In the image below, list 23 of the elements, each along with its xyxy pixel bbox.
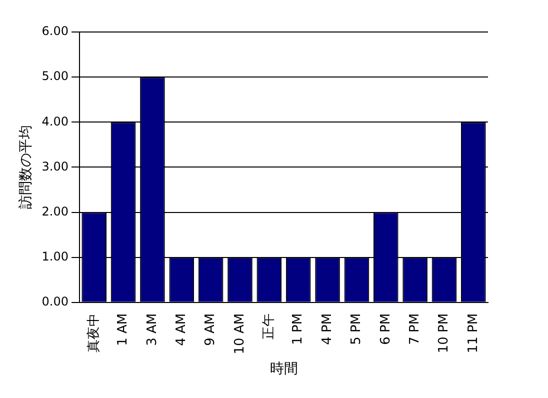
y-tick-label: 1.00 [42, 249, 69, 264]
x-tick-label: 10 PM [436, 313, 452, 354]
y-tick-label: 4.00 [42, 114, 69, 128]
x-tick-label: 1 PM [290, 313, 306, 345]
x-axis-title: 時間 [270, 361, 298, 378]
y-tick-label: 6.00 [42, 24, 69, 38]
x-tick-label: 4 PM [320, 313, 335, 345]
y-tick-label: 0.00 [42, 294, 69, 309]
x-tick-label: 6 PM [378, 313, 394, 345]
x-tick-label: 3 AM [144, 313, 160, 346]
y-tick-label: 2.00 [42, 204, 69, 218]
y-tick-label: 3.00 [42, 159, 69, 174]
x-tick-label: 正午 [262, 313, 277, 340]
y-tick-label: 5.00 [42, 69, 69, 84]
x-tick-label: 1 AM [116, 313, 131, 346]
x-tick-label: 11 PM [466, 313, 481, 354]
x-tick-label: 4 AM [174, 313, 190, 346]
x-tick-label: 10 AM [232, 313, 248, 354]
x-tick-label: 5 PM [349, 313, 364, 345]
x-tick-label: 7 PM [407, 313, 422, 345]
x-tick-label: 真夜中 [85, 313, 102, 352]
x-tick-label: 9 AM [203, 313, 218, 346]
y-axis-title: 訪問数の平均 [18, 125, 34, 210]
